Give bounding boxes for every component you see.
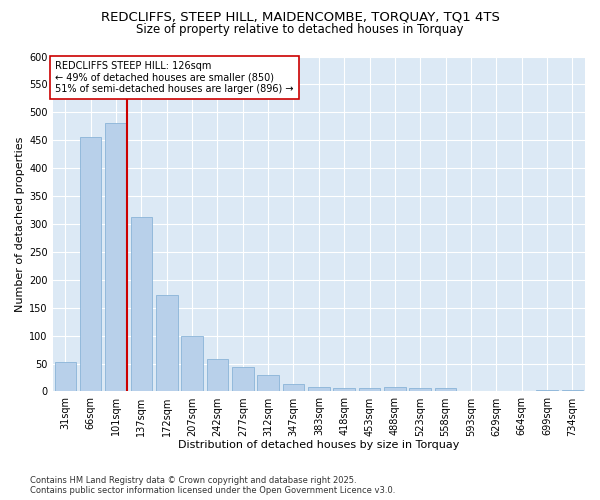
Bar	[384, 387, 406, 392]
Bar	[80, 138, 101, 392]
Bar	[283, 384, 304, 392]
X-axis label: Distribution of detached houses by size in Torquay: Distribution of detached houses by size …	[178, 440, 460, 450]
Bar	[206, 359, 228, 392]
Bar	[257, 374, 279, 392]
Text: Size of property relative to detached houses in Torquay: Size of property relative to detached ho…	[136, 22, 464, 36]
Bar	[435, 388, 457, 392]
Bar	[55, 362, 76, 392]
Bar	[156, 296, 178, 392]
Bar	[536, 390, 558, 392]
Bar	[308, 387, 329, 392]
Bar	[562, 390, 583, 392]
Text: REDCLIFFS, STEEP HILL, MAIDENCOMBE, TORQUAY, TQ1 4TS: REDCLIFFS, STEEP HILL, MAIDENCOMBE, TORQ…	[101, 10, 499, 23]
Bar	[334, 388, 355, 392]
Bar	[409, 388, 431, 392]
Y-axis label: Number of detached properties: Number of detached properties	[15, 136, 25, 312]
Text: Contains HM Land Registry data © Crown copyright and database right 2025.
Contai: Contains HM Land Registry data © Crown c…	[30, 476, 395, 495]
Bar	[460, 391, 482, 392]
Bar	[181, 336, 203, 392]
Bar	[105, 124, 127, 392]
Bar	[131, 216, 152, 392]
Bar	[232, 368, 254, 392]
Text: REDCLIFFS STEEP HILL: 126sqm
← 49% of detached houses are smaller (850)
51% of s: REDCLIFFS STEEP HILL: 126sqm ← 49% of de…	[55, 61, 293, 94]
Bar	[359, 388, 380, 392]
